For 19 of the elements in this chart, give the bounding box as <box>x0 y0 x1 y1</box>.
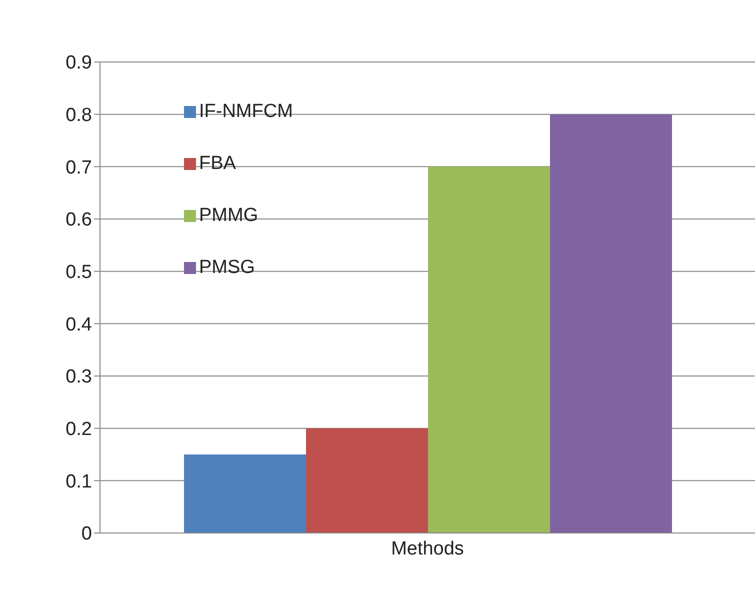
y-tick-label: 0.1 <box>66 471 92 492</box>
bar <box>428 166 550 533</box>
legend-label: IF-NMFCM <box>199 101 293 122</box>
x-tick-label: Methods <box>391 538 464 560</box>
y-tick-label: 0.4 <box>66 314 92 336</box>
legend-label: PMSG <box>199 257 255 278</box>
y-tick-label: 0.5 <box>66 262 92 284</box>
y-tick-label: 0.8 <box>66 105 92 126</box>
y-tick-label: 0.2 <box>66 419 92 440</box>
bar <box>550 114 672 533</box>
legend-label: PMMG <box>199 205 258 226</box>
bar <box>306 428 428 533</box>
y-tick-label: 0.6 <box>66 210 92 231</box>
bar <box>184 454 306 533</box>
y-tick-label: 0 <box>81 524 92 545</box>
y-tick-label: 0.9 <box>66 52 92 74</box>
y-tick-label: 0.3 <box>66 366 92 388</box>
y-tick-label: 0.7 <box>66 157 92 178</box>
legend-label: FBA <box>199 153 236 174</box>
